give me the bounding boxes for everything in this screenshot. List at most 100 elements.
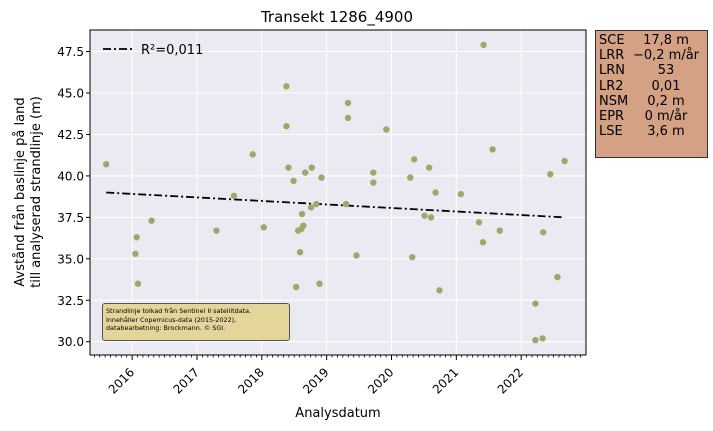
stats-label: NSM xyxy=(599,93,629,109)
x-tick-label: 2017 xyxy=(171,365,202,396)
stats-value: −0,2 m/år xyxy=(632,48,700,64)
data-point xyxy=(313,200,320,208)
stats-value: 53 xyxy=(657,63,675,79)
data-point xyxy=(540,229,547,236)
stats-label: LRR xyxy=(599,48,625,64)
stats-value: 17,8 m xyxy=(643,33,689,48)
source-line: databearbetning: Brockmann. © SGI. xyxy=(106,324,226,333)
data-point xyxy=(300,222,307,229)
data-point xyxy=(475,219,483,226)
data-point xyxy=(260,224,267,231)
data-point xyxy=(370,179,377,186)
y-axis-label-line-2: till analyserad strandlinje (m) xyxy=(29,96,44,288)
data-point xyxy=(496,227,503,234)
stats-row-lrn: LRN 53 xyxy=(599,63,707,78)
y-tick-label: 42.5 xyxy=(57,128,84,142)
stats-label: LR2 xyxy=(599,78,624,94)
trend-layer xyxy=(106,191,565,219)
source-line: Strandlinje tolkad från Sentinel II sate… xyxy=(106,307,252,315)
data-point xyxy=(344,99,352,107)
x-tick-label: 2018 xyxy=(235,365,266,396)
legend-label: R²=0,011 xyxy=(141,43,203,58)
y-axis-label-line-1: Avstånd från baslinje på land xyxy=(13,97,28,286)
data-point xyxy=(298,210,306,218)
stats-row-epr: EPR 0 m/år xyxy=(599,109,707,124)
x-tick-label: 2022 xyxy=(495,365,526,396)
data-point xyxy=(407,174,414,181)
stats-value: 0 m/år xyxy=(644,109,688,125)
data-point xyxy=(370,169,377,176)
data-point xyxy=(316,280,323,287)
stats-value: 0,01 xyxy=(651,78,681,94)
data-point xyxy=(134,280,142,287)
data-point xyxy=(432,189,439,196)
data-point xyxy=(532,300,539,307)
points-layer xyxy=(103,41,568,344)
stats-row-sce: SCE 17,8 m xyxy=(599,33,707,48)
data-point xyxy=(249,151,256,158)
data-point xyxy=(480,41,487,49)
stats-label: LSE xyxy=(599,124,623,140)
x-tick-label: 2019 xyxy=(300,365,331,396)
data-point xyxy=(302,169,309,176)
grid xyxy=(90,30,586,355)
y-tick-label: 47.5 xyxy=(57,45,84,59)
data-point xyxy=(213,227,220,234)
x-tick-label: 2021 xyxy=(430,365,461,396)
trend-line xyxy=(106,191,565,219)
chart-title: Transekt 1286_4900 xyxy=(260,8,413,27)
stats-box: SCE 17,8 m LRR −0,2 m/år LRN 53 LR2 0,01 NSM… xyxy=(595,30,708,158)
x-axis-label: Analysdatum xyxy=(295,406,380,421)
x-tick-label: 2020 xyxy=(365,365,396,396)
x-tick-label: 2016 xyxy=(106,365,137,396)
stats-value: 0,2 m xyxy=(647,93,685,109)
y-tick-label: 32.5 xyxy=(57,294,84,308)
data-point xyxy=(547,171,554,178)
data-point xyxy=(292,283,300,291)
plot-frame xyxy=(89,29,587,356)
plot-area xyxy=(90,30,586,355)
data-point xyxy=(457,190,465,198)
data-point xyxy=(344,114,352,122)
stats-label: LRN xyxy=(599,63,625,79)
data-point xyxy=(410,156,418,163)
data-point xyxy=(436,287,443,294)
data-point xyxy=(296,248,304,256)
data-point xyxy=(283,122,290,130)
data-point xyxy=(285,164,292,171)
data-point xyxy=(383,126,390,133)
data-point xyxy=(318,174,325,181)
data-point xyxy=(283,83,290,90)
data-point xyxy=(148,217,155,224)
data-point xyxy=(133,234,140,241)
data-point xyxy=(103,161,110,168)
data-point xyxy=(230,192,238,200)
data-point xyxy=(342,200,350,208)
y-tick-label: 37.5 xyxy=(57,211,84,225)
data-point xyxy=(561,157,568,165)
stats-label: EPR xyxy=(599,109,625,125)
stats-row-lr2: LR2 0,01 xyxy=(599,79,707,94)
stats-row-lse: LSE 3,6 m xyxy=(599,124,707,139)
y-tick-label: 40.0 xyxy=(57,169,84,183)
y-tick-label: 45.0 xyxy=(57,87,84,101)
data-point xyxy=(427,214,435,221)
stats-row-nsm: NSM 0,2 m xyxy=(599,94,707,109)
stats-value: 3,6 m xyxy=(647,124,685,140)
data-point xyxy=(307,204,315,211)
stats-label: SCE xyxy=(599,33,625,48)
data-point xyxy=(409,253,416,261)
data-point xyxy=(532,336,539,344)
data-point xyxy=(308,164,315,171)
stats-row-lrr: LRR −0,2 m/år xyxy=(599,48,707,63)
source-note: Strandlinje tolkad från Sentinel II sate… xyxy=(102,303,290,341)
data-point xyxy=(554,273,561,281)
y-tick-label: 35.0 xyxy=(57,252,84,266)
data-point xyxy=(421,212,428,219)
legend: R²=0,011 xyxy=(103,43,203,58)
data-point xyxy=(489,146,496,153)
data-point xyxy=(479,239,487,246)
y-axis-label: Avstånd från baslinje på land till analy… xyxy=(13,96,44,288)
y-tick-label: 30.0 xyxy=(57,335,84,349)
